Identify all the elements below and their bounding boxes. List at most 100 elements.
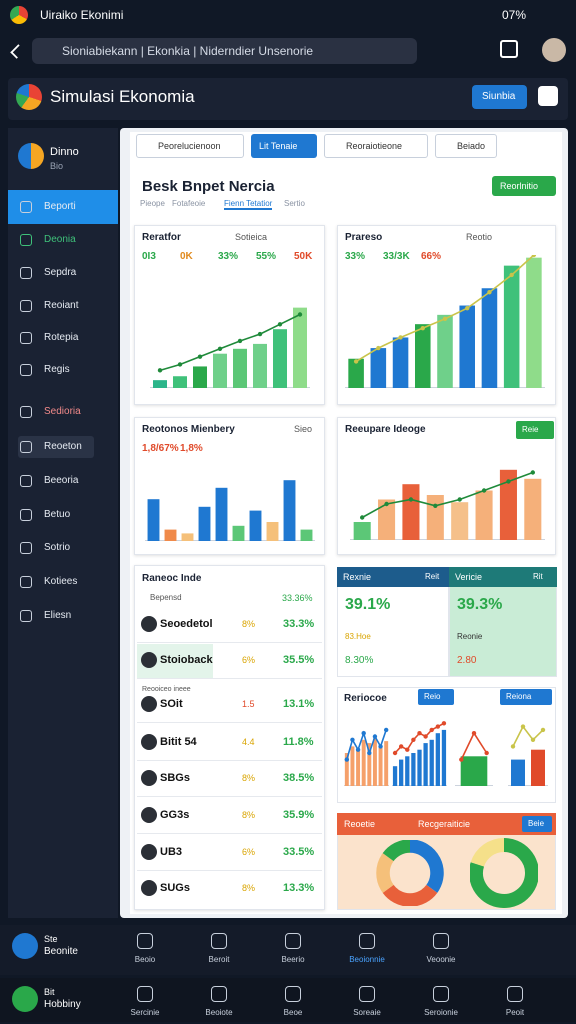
bar — [392, 766, 398, 786]
url-bar[interactable] — [32, 38, 417, 64]
page-button-label[interactable]: Reorlnitio — [500, 181, 539, 191]
row-name[interactable]: SUGs — [160, 882, 190, 894]
row-pct: 1.5 — [242, 699, 255, 709]
filter-label[interactable]: Lit Tenaie — [259, 141, 298, 151]
nav-icon[interactable] — [137, 986, 153, 1002]
nav-label[interactable]: Beoiote — [205, 1008, 233, 1017]
tab[interactable]: Fienn Tetatior — [224, 199, 273, 210]
bar — [426, 495, 444, 540]
nav-label[interactable]: Beoionnie — [349, 955, 385, 964]
nav-label[interactable]: Peoit — [505, 1008, 525, 1017]
card — [337, 417, 556, 555]
sidebar-item[interactable]: Eliesn — [44, 610, 72, 621]
nav-label[interactable]: Beoe — [283, 1008, 303, 1017]
nav-icon[interactable] — [211, 933, 227, 949]
nav-icon[interactable] — [359, 986, 375, 1002]
nav-icon[interactable] — [137, 933, 153, 949]
nav-icon[interactable] — [359, 933, 375, 949]
sidebar-icon[interactable] — [20, 201, 32, 213]
mini-tab[interactable] — [418, 689, 454, 705]
nav-icon[interactable] — [285, 933, 301, 949]
nav-icon[interactable] — [507, 986, 523, 1002]
sidebar-item[interactable]: Rotepia — [44, 332, 79, 343]
nav-label[interactable]: Veoonie — [426, 955, 456, 964]
row-name[interactable]: UB3 — [160, 846, 183, 858]
filter-label[interactable]: Peorelucienoon — [158, 141, 221, 151]
sidebar-item[interactable]: Regis — [44, 364, 70, 375]
nav-icon[interactable] — [433, 933, 449, 949]
filter[interactable] — [251, 134, 317, 158]
nav-label[interactable]: Beerio — [281, 955, 305, 964]
mini-tab[interactable] — [500, 689, 552, 705]
nav-label[interactable]: Seroionie — [424, 1008, 458, 1017]
card-button[interactable] — [516, 421, 554, 439]
sidebar-icon[interactable] — [20, 332, 32, 344]
row-name[interactable]: SBGs — [160, 772, 190, 784]
filter[interactable] — [435, 134, 497, 158]
nav-icon[interactable] — [433, 986, 449, 1002]
tab[interactable]: Pieope — [140, 199, 165, 208]
row-divider — [137, 870, 322, 871]
mini-tab-label[interactable]: Reio — [424, 692, 441, 701]
sidebar-item[interactable]: Sepdra — [44, 267, 77, 278]
sidebar-icon[interactable] — [20, 300, 32, 312]
sidebar-icon[interactable] — [20, 509, 32, 521]
sidebar-item[interactable]: Kotiees — [44, 576, 78, 587]
menu-icon[interactable] — [538, 86, 558, 106]
sidebar-icon[interactable] — [20, 364, 32, 376]
pie-button[interactable] — [522, 816, 552, 832]
sidebar-icon[interactable] — [20, 406, 32, 418]
bar — [378, 499, 396, 540]
sidebar-icon[interactable] — [20, 475, 32, 487]
tab-icon[interactable] — [500, 40, 518, 58]
sidebar-item[interactable]: Deonia — [44, 234, 76, 245]
filter-label[interactable]: Reoraiotieone — [346, 141, 403, 151]
sidebar-icon[interactable] — [20, 576, 32, 588]
nav-label[interactable]: Beoio — [134, 955, 156, 964]
nav-label[interactable]: Soreaie — [353, 1008, 381, 1017]
chart — [350, 469, 545, 540]
tab[interactable]: Fotafeoie — [172, 199, 206, 208]
filter[interactable] — [324, 134, 428, 158]
sidebar-item[interactable]: Beeoria — [44, 475, 79, 486]
bar — [198, 506, 211, 541]
row-name[interactable]: Seoedetol — [160, 618, 213, 630]
bar — [460, 756, 488, 786]
tab[interactable]: Sertio — [284, 199, 305, 208]
sidebar-icon[interactable] — [20, 542, 32, 554]
sidebar-item[interactable]: Reoiant — [44, 300, 79, 311]
row-name[interactable]: GG3s — [160, 809, 190, 821]
sidebar-icon[interactable] — [20, 267, 32, 279]
sidebar-item[interactable]: Sedioria — [44, 406, 81, 417]
avatar — [542, 38, 566, 62]
row-name[interactable]: SOit — [160, 698, 183, 710]
header-button-label[interactable]: Siunbia — [482, 91, 516, 102]
sidebar-icon[interactable] — [20, 441, 32, 453]
back-button[interactable] — [10, 44, 25, 59]
sidebar-icon[interactable] — [20, 610, 32, 622]
header-button[interactable] — [472, 85, 527, 109]
sidebar-item[interactable]: Beporti — [44, 201, 76, 212]
nav-icon[interactable] — [211, 986, 227, 1002]
bar — [415, 324, 431, 388]
chart — [455, 731, 493, 786]
mini-tab-label[interactable]: Reiona — [506, 692, 532, 701]
nav-label[interactable]: Beroit — [208, 955, 230, 964]
nav-icon[interactable] — [285, 986, 301, 1002]
sidebar-icon[interactable] — [20, 234, 32, 246]
sidebar-item[interactable]: Sotrio — [44, 542, 71, 553]
card-button-label[interactable]: Reie — [522, 425, 539, 434]
sidebar-item[interactable]: Betuo — [44, 509, 71, 520]
sidebar-active — [8, 190, 118, 224]
sidebar-item[interactable]: Reoeton — [44, 441, 82, 452]
pie-button-label[interactable]: Beie — [528, 819, 545, 828]
filter[interactable] — [136, 134, 244, 158]
trend-point — [481, 488, 487, 493]
row-name[interactable]: Bitit 54 — [160, 736, 197, 748]
filter-label[interactable]: Beiado — [457, 141, 486, 151]
trend-point — [530, 737, 536, 742]
nav-label[interactable]: Sercinie — [130, 1008, 160, 1017]
row-name[interactable]: Stoioback — [160, 654, 213, 666]
page-button[interactable] — [492, 176, 556, 196]
card-stat: 33% — [218, 251, 239, 262]
